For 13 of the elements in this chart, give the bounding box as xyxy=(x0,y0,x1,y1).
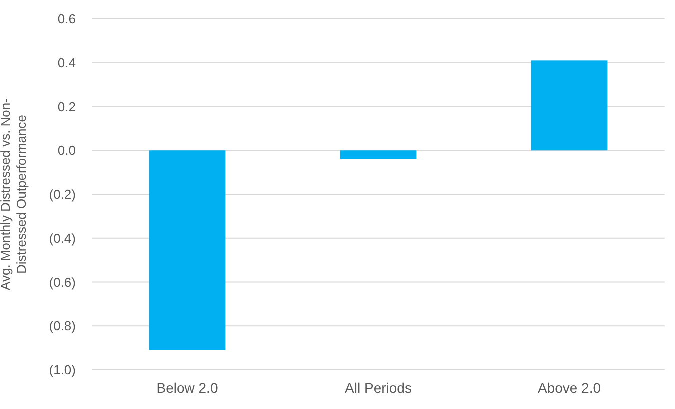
y-tick-label: 0.0 xyxy=(58,143,76,158)
x-tick-label: Below 2.0 xyxy=(156,380,218,396)
y-tick-label: 0.6 xyxy=(58,12,76,27)
y-tick-label: 0.2 xyxy=(58,99,76,114)
y-tick-label: (1.0) xyxy=(49,362,76,378)
x-tick-label: All Periods xyxy=(345,380,412,396)
y-tick-label: (0.2) xyxy=(49,187,76,202)
y-tick-label: (0.8) xyxy=(49,318,76,334)
y-tick-label: (0.6) xyxy=(49,274,76,290)
x-tick-label: Above 2.0 xyxy=(538,380,602,396)
y-axis-title: Avg. Monthly Distressed vs. Non-Distressed Outperformance xyxy=(0,98,29,290)
y-tick-label: (0.4) xyxy=(49,230,76,246)
y-tick-label: 0.4 xyxy=(58,55,76,70)
